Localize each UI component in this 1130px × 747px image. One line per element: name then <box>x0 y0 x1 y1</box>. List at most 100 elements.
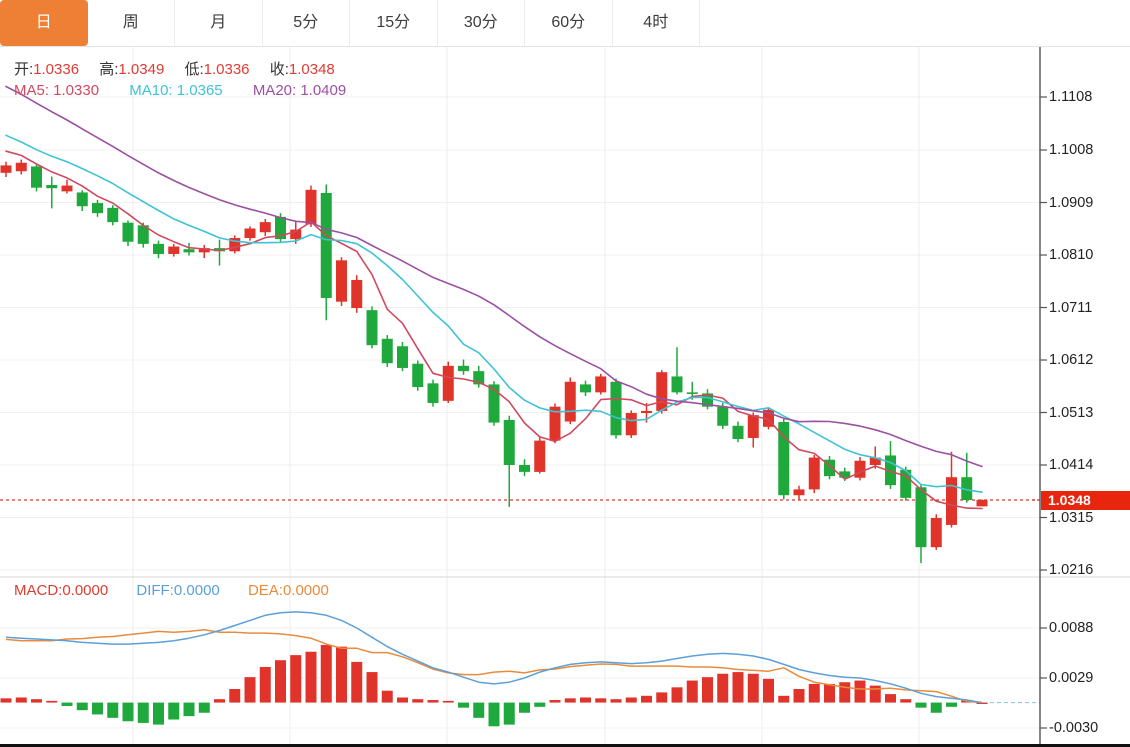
tab-day[interactable]: 日 <box>0 0 88 46</box>
macd-hist-bar <box>854 680 866 703</box>
candle <box>336 257 347 306</box>
candle <box>549 403 561 444</box>
candle <box>122 220 134 247</box>
macd-hist-bar <box>46 700 58 703</box>
macd-hist-bar <box>625 697 637 703</box>
candle <box>244 226 256 241</box>
candle <box>580 380 591 397</box>
y-axis-label: 0.0029 <box>1049 670 1094 686</box>
macd-hist-bar <box>305 651 317 703</box>
candle <box>259 218 271 236</box>
macd-hist-bar <box>763 678 774 703</box>
candle <box>885 441 896 489</box>
macd-hist-bar <box>458 702 469 708</box>
candle <box>763 407 774 430</box>
last-price-badge: 1.0348 <box>1041 490 1130 510</box>
diff-line <box>5 611 983 704</box>
candle <box>153 240 164 259</box>
high-readout: 高:1.0349 <box>99 61 165 78</box>
tab-week[interactable]: 周 <box>88 0 175 46</box>
macd-hist-bar <box>290 655 302 703</box>
candle <box>900 466 912 501</box>
candle <box>76 190 88 212</box>
macd-legend: MACD:0.0000 DIFF:0.0000 DEA:0.0000 <box>14 582 353 599</box>
tab-5min[interactable]: 5分 <box>263 0 350 46</box>
candle <box>534 437 546 474</box>
candle <box>442 361 454 403</box>
candle <box>976 499 988 507</box>
candle <box>107 205 119 226</box>
candle <box>229 235 241 254</box>
tab-15min[interactable]: 15分 <box>350 0 438 46</box>
macd-hist-bar <box>656 692 668 703</box>
candle <box>320 184 332 321</box>
candle <box>930 514 942 550</box>
macd-hist-bar <box>747 673 759 703</box>
macd-hist-bar <box>198 702 210 713</box>
ma5-line <box>5 150 983 510</box>
macd-hist-bar <box>320 644 332 703</box>
macd-hist-bar <box>564 698 576 703</box>
candle <box>732 421 744 443</box>
candle <box>366 306 378 349</box>
tab-30min[interactable]: 30分 <box>438 0 525 46</box>
macd-hist-bar <box>671 687 683 703</box>
macd-hist-bar <box>946 702 957 707</box>
candle <box>137 222 149 248</box>
ma5-readout: MA5: 1.0330 <box>14 82 100 99</box>
macd-hist-bar <box>168 702 180 720</box>
macd-hist-bar <box>92 702 103 715</box>
ma-legend: MA5: 1.0330 MA10: 1.0365 MA20: 1.0409 <box>14 82 372 99</box>
macd-hist-bar <box>793 689 805 703</box>
candle <box>915 484 927 564</box>
candle <box>747 412 759 448</box>
ma20-line <box>5 85 983 468</box>
macd-hist-bar <box>15 697 27 703</box>
y-axis-label: 1.0810 <box>1049 247 1094 264</box>
candle <box>381 335 393 367</box>
macd-hist-bar <box>275 660 286 703</box>
macd-hist-bar <box>869 685 881 703</box>
y-axis-label: 1.0909 <box>1049 194 1094 211</box>
candle <box>610 378 622 439</box>
candle <box>46 176 58 209</box>
macd-hist-bar <box>732 672 744 703</box>
macd-hist-bar <box>534 702 546 707</box>
macd-hist-bar <box>397 697 408 703</box>
macd-hist-bar <box>839 682 851 703</box>
macd-hist-bar <box>31 699 42 703</box>
macd-hist-bar <box>549 700 561 703</box>
macd-hist-bar <box>488 702 500 727</box>
candle <box>503 415 515 507</box>
macd-hist-bar <box>137 702 149 723</box>
candle <box>61 179 73 194</box>
macd-hist-bar <box>381 690 393 703</box>
ma10-readout: MA10: 1.0365 <box>129 82 223 99</box>
candle <box>519 459 530 477</box>
candle <box>168 243 180 257</box>
candle <box>397 341 408 372</box>
macd-readout: MACD:0.0000 <box>14 582 109 599</box>
candle <box>702 389 713 410</box>
close-readout: 收:1.0348 <box>269 61 335 78</box>
macd-hist-bar <box>76 702 88 711</box>
candle <box>595 373 607 395</box>
candle <box>458 359 469 375</box>
tab-month[interactable]: 月 <box>175 0 263 46</box>
ma20-readout: MA20: 1.0409 <box>252 82 347 99</box>
candle <box>15 159 27 175</box>
tab-4hour[interactable]: 4时 <box>613 0 700 46</box>
candle <box>808 454 820 494</box>
macd-hist-bar <box>610 699 622 703</box>
macd-hist-bar <box>229 689 241 703</box>
diff-readout: DIFF:0.0000 <box>136 582 220 599</box>
macd-hist-bar <box>0 698 12 703</box>
macd-hist-bar <box>778 695 790 703</box>
macd-hist-bar <box>686 680 698 703</box>
ohlc-legend: 开:1.0336 高:1.0349 低:1.0336 收:1.0348 <box>14 58 351 79</box>
tab-60min[interactable]: 60分 <box>525 0 613 46</box>
ma10-line <box>5 134 983 494</box>
macd-hist-bar <box>900 699 912 703</box>
